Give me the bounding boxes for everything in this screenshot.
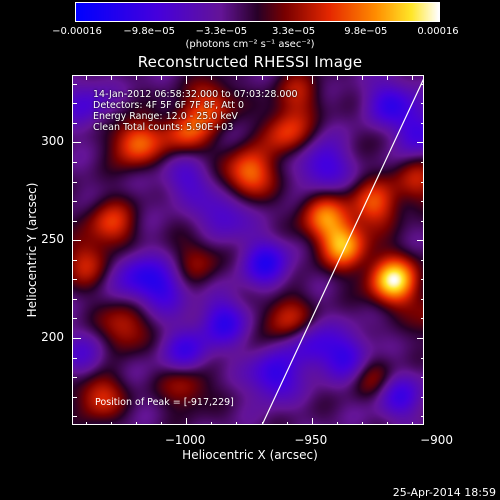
- x-tick-label: −900: [420, 433, 454, 447]
- solar-limb-line: [261, 78, 423, 424]
- axis-tick: [73, 142, 81, 144]
- axis-tick: [73, 83, 77, 85]
- axis-tick: [236, 76, 238, 80]
- axis-tick: [387, 422, 389, 424]
- axis-tick: [161, 76, 162, 80]
- axis-tick: [421, 162, 423, 164]
- axis-tick: [236, 422, 238, 424]
- axis-tick: [135, 76, 137, 80]
- annotation-energy: Energy Range: 12.0 - 25.0 keV: [93, 111, 238, 122]
- colorbar-label-2: −3.3e−05: [195, 26, 248, 37]
- axis-tick: [73, 103, 77, 105]
- axis-tick: [73, 377, 77, 379]
- axis-tick: [421, 357, 423, 359]
- axis-tick: [135, 422, 137, 424]
- axis-tick: [186, 76, 188, 84]
- axis-tick: [421, 279, 423, 281]
- axis-tick: [421, 416, 423, 418]
- axis-tick: [421, 103, 423, 105]
- axis-tick: [421, 83, 423, 85]
- annotation-counts: Clean Total counts: 5.90E+03: [93, 122, 234, 133]
- axis-tick: [362, 76, 364, 80]
- axis-tick: [161, 422, 162, 424]
- axis-tick: [73, 396, 77, 398]
- axis-tick: [73, 357, 77, 359]
- axis-tick: [73, 240, 81, 242]
- axis-tick: [211, 422, 213, 424]
- axis-tick: [412, 422, 414, 424]
- axis-tick: [73, 162, 77, 164]
- axis-tick: [85, 422, 87, 424]
- axis-tick: [211, 76, 213, 80]
- axis-tick: [417, 338, 423, 339]
- annotation-detectors: Detectors: 4F 5F 6F 7F 8F, Att 0: [93, 100, 245, 111]
- y-tick-label: 250: [41, 232, 64, 247]
- annotation-time: 14-Jan-2012 06:58:32.000 to 07:03:28.000: [93, 89, 298, 100]
- axis-tick: [421, 122, 423, 124]
- axis-tick: [73, 122, 77, 124]
- axis-tick: [286, 76, 288, 80]
- axis-tick: [110, 422, 112, 424]
- y-axis-label: Heliocentric Y (arcsec): [25, 182, 39, 318]
- axis-tick: [73, 338, 81, 339]
- axis-tick: [73, 181, 77, 183]
- x-tick-label: −1000: [164, 433, 206, 447]
- heatmap-image: [73, 76, 423, 424]
- axis-tick: [421, 220, 423, 222]
- axis-tick: [362, 422, 364, 424]
- axis-tick: [110, 76, 112, 80]
- axis-tick: [73, 416, 77, 418]
- axis-tick: [421, 396, 423, 398]
- axis-tick: [261, 422, 263, 424]
- plot-area: [72, 75, 424, 425]
- chart-title: Reconstructed RHESSI Image: [137, 53, 363, 71]
- axis-tick: [73, 298, 77, 300]
- axis-tick: [261, 76, 263, 80]
- axis-tick: [412, 76, 414, 80]
- axis-tick: [85, 76, 87, 80]
- axis-tick: [387, 76, 389, 80]
- datestamp: 25-Apr-2014 18:59: [392, 486, 496, 499]
- colorbar-label-3: 3.3e−05: [272, 26, 316, 37]
- axis-tick: [421, 298, 423, 300]
- axis-tick: [73, 201, 77, 203]
- colorbar-label-5: 0.00016: [417, 26, 459, 37]
- colorbar-label-0: −0.00016: [52, 26, 102, 37]
- colorbar: [75, 2, 440, 22]
- y-tick-label: 200: [41, 330, 64, 344]
- axis-tick: [421, 201, 423, 203]
- axis-tick: [73, 220, 77, 222]
- axis-tick: [186, 418, 188, 424]
- axis-tick: [421, 181, 423, 183]
- axis-tick: [417, 142, 423, 144]
- axis-tick: [73, 259, 77, 261]
- x-axis-label: Heliocentric X (arcsec): [182, 448, 318, 462]
- colorbar-label-4: 9.8e−05: [344, 26, 388, 37]
- axis-tick: [311, 76, 313, 84]
- x-tick-label: −950: [294, 433, 328, 447]
- axis-tick: [311, 418, 313, 424]
- axis-tick: [421, 318, 423, 320]
- colorbar-unit: (photons cm⁻² s⁻¹ asec⁻²): [185, 39, 315, 50]
- axis-tick: [286, 422, 288, 424]
- axis-tick: [73, 279, 77, 281]
- peak-position-label: Position of Peak = [-917,229]: [95, 397, 234, 408]
- axis-tick: [421, 259, 423, 261]
- axis-tick: [337, 422, 338, 424]
- axis-tick: [421, 377, 423, 379]
- axis-tick: [337, 76, 338, 80]
- axis-tick: [73, 318, 77, 320]
- axis-tick: [417, 240, 423, 242]
- y-tick-label: 300: [41, 134, 64, 149]
- colorbar-label-1: −9.8e−05: [123, 26, 175, 37]
- limb-overlay: [261, 78, 423, 424]
